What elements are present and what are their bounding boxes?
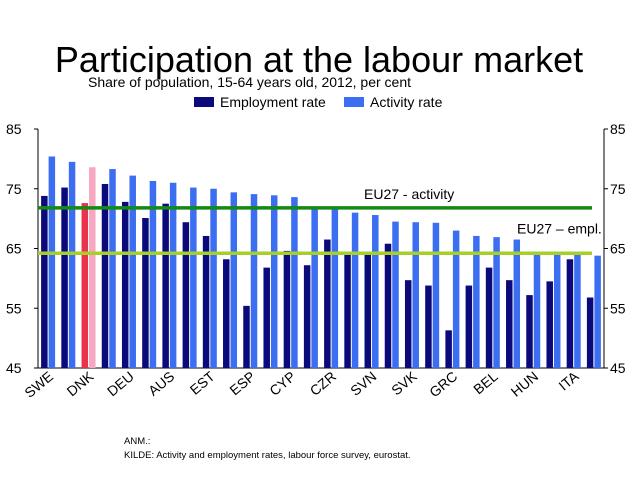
employment-bar [41,195,48,368]
employment-bar [485,267,493,368]
activity-bar [89,167,96,368]
activity-bar [493,237,500,368]
x-tick-label: DEU [104,368,137,399]
employment-bar [344,253,351,368]
reference-line-label: EU27 - activity [364,186,454,202]
activity-bar [68,161,76,368]
x-tick-label: HUN [508,368,542,400]
activity-bar [432,222,440,368]
activity-bar [48,156,56,368]
y-tick-label-right: 85 [610,121,626,137]
activity-bar [311,207,318,368]
activity-bar [331,209,339,368]
activity-bar [169,182,177,368]
x-tick-label: SVK [388,368,420,399]
employment-bar [364,253,372,368]
reference-line-label: EU27 – empl. [517,220,602,236]
x-tick-label: CZR [307,368,339,399]
employment-bar [445,330,452,368]
employment-bar [465,285,473,368]
employment-bar [303,265,311,368]
activity-bar [372,215,379,368]
y-tick-label-right: 75 [610,181,626,197]
employment-bar [566,259,574,368]
y-tick-label-left: 45 [6,360,22,376]
activity-bar [129,175,136,368]
y-tick-label-left: 75 [6,181,22,197]
y-tick-label-right: 45 [610,360,626,376]
y-tick-label-right: 65 [610,241,626,257]
activity-bar [190,187,197,368]
activity-bar [392,221,399,368]
x-tick-label: CYP [266,368,298,399]
x-tick-label: SWE [21,368,56,401]
employment-bar [81,203,89,368]
activity-bar [250,194,258,368]
employment-bar [182,222,190,368]
legend-swatch [194,97,214,107]
y-tick-label-right: 55 [610,300,626,316]
employment-bar [202,235,210,368]
activity-bar [533,251,541,368]
source-note: KILDE: Activity and employment rates, la… [124,450,411,461]
employment-bar [61,187,68,368]
y-tick-label-left: 55 [6,300,22,316]
note-anm: ANM.: [124,436,151,447]
x-tick-label: BEL [470,368,501,397]
x-tick-label: ESP [226,368,258,398]
employment-bar [101,183,109,368]
activity-bar [351,212,359,368]
employment-bar [142,218,149,368]
x-tick-label: SVN [347,368,379,399]
employment-bar [223,259,230,368]
legend-label: Activity rate [370,94,443,110]
activity-bar [149,180,157,368]
employment-bar [586,297,594,368]
x-tick-label: GRC [426,368,460,400]
x-tick-label: AUS [145,368,177,399]
activity-bar [574,253,581,368]
activity-bar [270,195,278,368]
y-tick-label-left: 65 [6,241,22,257]
x-tick-label: DNK [64,368,97,400]
activity-bar [553,252,561,368]
activity-bar [452,230,460,368]
legend-label: Employment rate [220,94,326,110]
employment-bar [263,267,270,368]
employment-bar [526,295,533,368]
chart-title: Participation at the labour market [54,39,584,80]
activity-bar [230,192,238,368]
legend-swatch [344,97,364,107]
employment-bar [162,203,169,368]
employment-bar [546,281,553,368]
activity-bar [594,255,601,368]
employment-bar [404,280,412,368]
employment-bar [243,305,250,368]
chart-subtitle: Share of population, 15-64 years old, 20… [88,74,411,90]
activity-bar [109,169,116,368]
employment-bar [425,285,432,368]
employment-bar [506,280,513,368]
activity-bar [291,197,298,368]
y-tick-label-left: 85 [6,121,22,137]
employment-bar [121,201,129,368]
x-tick-label: ITA [555,368,582,394]
activity-bar [473,235,480,368]
employment-bar [283,250,291,368]
activity-bar [513,239,521,368]
x-tick-label: EST [187,368,218,398]
employment-bar [384,243,392,368]
employment-bar [324,239,331,368]
activity-bar [210,188,217,368]
activity-bar [412,222,419,368]
